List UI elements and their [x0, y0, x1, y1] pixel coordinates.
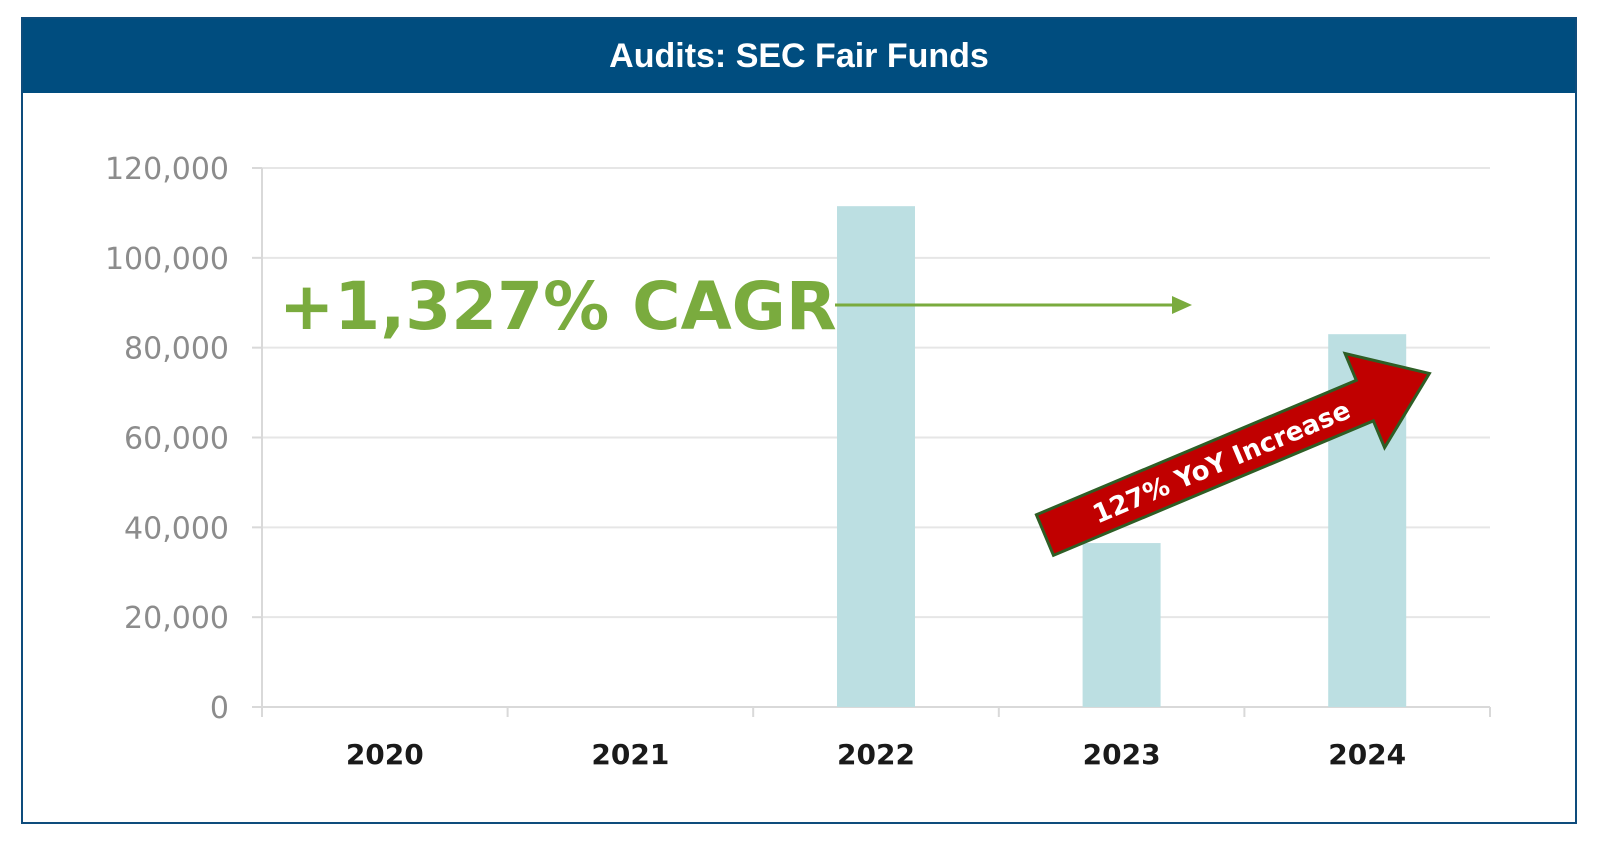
y-tick-label: 60,000 — [124, 422, 229, 457]
y-tick-label: 40,000 — [124, 511, 229, 546]
x-tick-label: 2023 — [1083, 738, 1161, 771]
cagr-annotation: +1,327% CAGR — [279, 268, 837, 345]
yoy-arrow-shape — [1034, 351, 1432, 558]
tick-labels: 0 20,000 40,000 60,000 80,000 100,000 120,000 2… — [105, 152, 1406, 771]
y-tick-label: 20,000 — [124, 601, 229, 636]
bar-2023 — [1082, 543, 1161, 707]
chart-title: Audits: SEC Fair Funds — [23, 19, 1575, 93]
y-tick-label: 0 — [210, 691, 229, 726]
bar-2022 — [837, 206, 915, 707]
cagr-arrow-head — [1172, 296, 1192, 314]
bars — [837, 206, 1407, 707]
y-tick-label: 80,000 — [124, 332, 229, 367]
x-tick-label: 2024 — [1328, 738, 1406, 771]
x-tick-label: 2022 — [837, 738, 915, 771]
x-tick-label: 2020 — [346, 738, 424, 771]
y-tick-label: 120,000 — [105, 152, 229, 187]
y-tick-label: 100,000 — [105, 242, 229, 277]
x-tick-label: 2021 — [591, 738, 669, 771]
yoy-arrow-label: 127% YoY Increase — [1089, 396, 1355, 531]
